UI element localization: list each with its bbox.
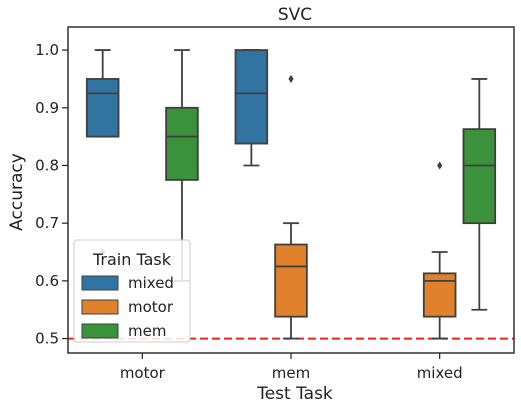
legend-label-motor: motor [128,298,174,316]
legend-label-mem: mem [128,322,166,340]
y-tick-label: 0.8 [35,156,59,174]
y-tick-label: 0.6 [35,272,59,290]
box-body [274,243,308,318]
legend-swatch-mem [81,323,119,339]
axes-frame [67,26,515,354]
box-mixed-motor [85,49,120,257]
box-body [234,49,269,145]
legend-frame [73,239,191,343]
y-tick-label: 0.9 [35,99,59,117]
axes-border [67,26,515,354]
legend-items: mixed motor mem [81,274,174,340]
box-motor-mem [274,74,308,340]
x-axis: motor mem mixed [120,353,463,382]
box-motor-mixed [422,161,457,340]
outlier-point [288,74,294,83]
y-tick-label: 0.7 [35,214,59,232]
box-body [165,106,199,181]
y-axis-label: Accuracy [7,153,27,231]
legend-swatch-motor [81,299,119,315]
y-tick-label: 0.5 [35,330,59,348]
box-body [422,272,457,318]
box-mixed-mem [234,49,269,167]
box-body [462,128,497,225]
y-tick-label: 1.0 [35,41,59,59]
box-group [85,49,497,340]
x-tick-label: motor [120,364,166,382]
legend-title: Train Task [92,250,172,269]
chart-title: SVC [278,5,312,25]
legend-swatch-mixed [81,275,119,291]
x-tick-label: mixed [417,364,463,382]
x-axis-label: Test Task [256,384,333,404]
y-axis: 0.5 0.6 0.7 0.8 0.9 1.0 [35,41,68,348]
legend-label-mixed: mixed [128,274,174,292]
box-mem-mixed [462,78,497,311]
x-tick-label: mem [272,364,310,382]
legend: Train Task mixed motor mem [73,239,191,343]
box-body [85,78,120,138]
outlier-point [437,161,443,170]
